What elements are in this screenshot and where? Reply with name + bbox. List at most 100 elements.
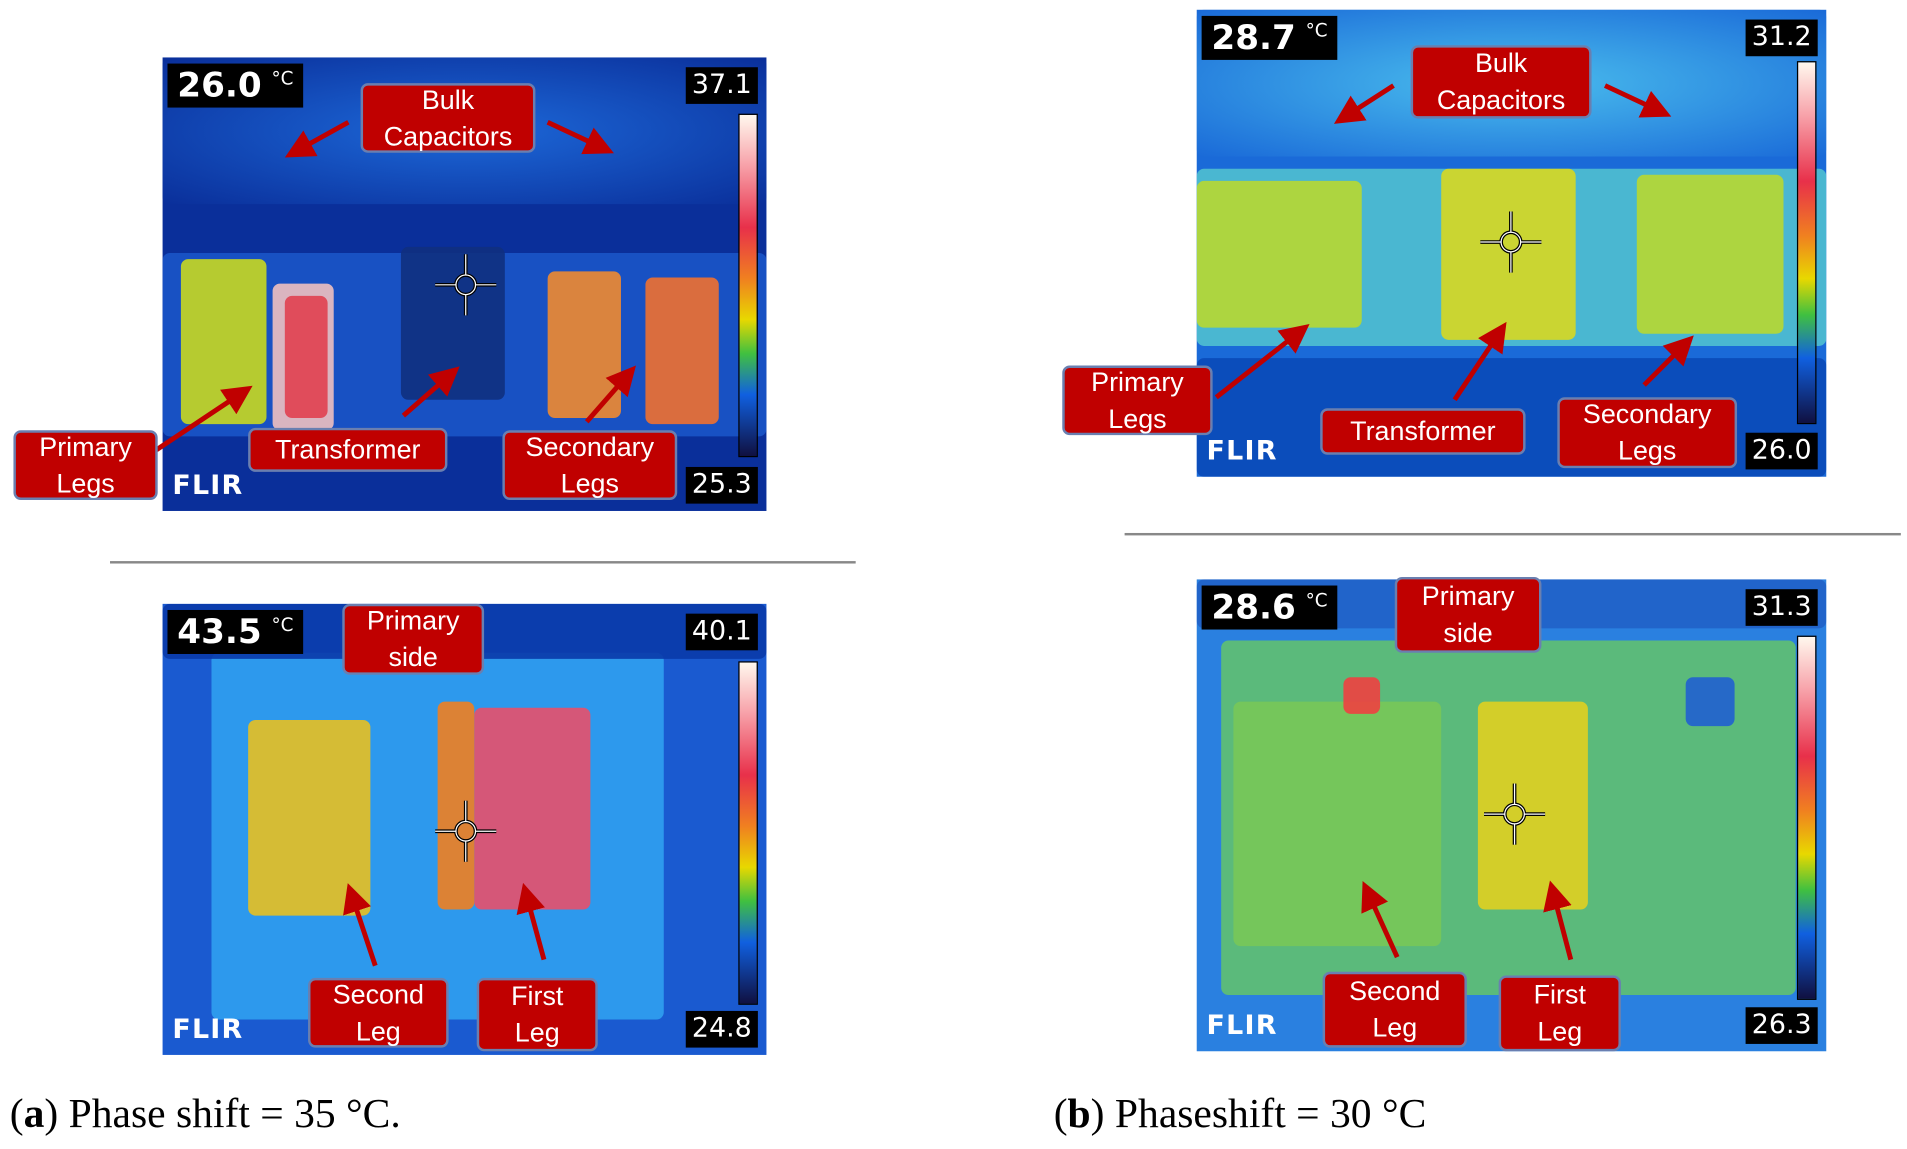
arrow [546, 120, 614, 155]
callout-text: Secondary [1582, 398, 1712, 430]
spot-value: 43.5 [177, 611, 262, 652]
callout-label: First Leg [476, 977, 598, 1052]
arrow [1603, 83, 1672, 118]
callout-text: Legs [1108, 402, 1167, 434]
callout-label: Primary Legs [1062, 365, 1213, 436]
caption-letter: a [23, 1091, 45, 1137]
arrow [401, 366, 460, 418]
spot-temperature: 26.0 °C [167, 63, 304, 108]
spot-value: 26.0 [177, 64, 262, 106]
callout-text: Transformer [275, 433, 421, 465]
callout-text: Leg [1372, 1012, 1418, 1043]
callout-label: Primary side [1394, 576, 1542, 653]
callout-label: Transformer [1320, 408, 1526, 455]
callout-text: Primary [366, 605, 460, 636]
thermal-region [1343, 677, 1381, 714]
spot-temperature: 43.5 °C [167, 609, 304, 654]
scale-max: 31.3 [1745, 589, 1818, 626]
arrow [1452, 321, 1507, 402]
callout-text: Transformer [1350, 415, 1496, 447]
separator [110, 561, 856, 564]
spot-unit: °C [271, 613, 294, 636]
arrow [1214, 324, 1310, 400]
arrow [1333, 83, 1395, 124]
thermal-region [1477, 701, 1588, 910]
caption: (a) Phase shift = 35 °C. [10, 1092, 401, 1138]
caption-prefix: ( [1053, 1091, 1068, 1137]
callout-text: Primary [39, 430, 132, 462]
callout-text: Capacitors [383, 120, 513, 151]
thermal-image: 43.5 °C 40.1 24.8 FLIR [162, 603, 767, 1055]
callout-label: Secondary Legs [502, 430, 678, 500]
spot-value: 28.7 [1211, 17, 1296, 58]
thermal-region [248, 719, 371, 916]
spot-unit: °C [1305, 19, 1328, 42]
arrow [155, 385, 253, 452]
callout-text: First [1533, 979, 1586, 1010]
thermal-region [1636, 174, 1784, 334]
color-bar [1796, 61, 1817, 425]
spot-unit: °C [271, 67, 294, 90]
callout-text: Legs [1618, 435, 1677, 466]
crosshair [1480, 211, 1542, 273]
caption-text: ) Phase shift = 35 °C. [44, 1091, 401, 1137]
color-bar [738, 113, 758, 458]
spot-unit: °C [1305, 589, 1328, 612]
brand-logo: FLIR [172, 1014, 244, 1046]
scale-max: 31.2 [1745, 19, 1818, 57]
callout-text: Leg [1537, 1015, 1583, 1047]
thermal-region [1441, 168, 1576, 340]
callout-label: Second Leg [1322, 971, 1467, 1048]
spot-value: 28.6 [1211, 586, 1296, 628]
arrow [516, 882, 547, 961]
brand-logo: FLIR [1206, 436, 1278, 467]
callout-label: Primary side [342, 603, 485, 675]
arrow [1642, 335, 1694, 387]
callout-label: Bulk Capacitors [1410, 45, 1592, 119]
scale-max: 40.1 [685, 613, 758, 651]
color-bar [1796, 635, 1817, 1000]
callout-text: First [511, 980, 564, 1011]
callout-text: Secondary [525, 430, 655, 462]
brand-logo: FLIR [1206, 1010, 1278, 1042]
crosshair [435, 254, 497, 316]
callout-label: Primary Legs [13, 430, 158, 500]
caption-letter: b [1067, 1091, 1091, 1137]
thermal-region [437, 701, 475, 910]
callout-text: Legs [56, 467, 115, 499]
scale-min: 25.3 [685, 466, 758, 504]
arrow [343, 883, 378, 967]
callout-text: Legs [560, 467, 619, 499]
separator [1124, 532, 1901, 536]
callout-label: Transformer [248, 427, 448, 472]
crosshair [1483, 783, 1546, 845]
caption-prefix: ( [9, 1091, 24, 1137]
callout-text: Bulk [1474, 47, 1528, 79]
callout-text: Primary [1421, 580, 1515, 612]
scale-min: 24.8 [685, 1010, 758, 1048]
thermal-region [474, 707, 591, 910]
scale-min: 26.0 [1745, 432, 1818, 470]
arrow [1543, 880, 1574, 961]
thermal-region [284, 295, 328, 419]
spot-temperature: 28.6 °C [1201, 585, 1338, 630]
callout-text: Leg [514, 1017, 560, 1048]
thermal-region [645, 277, 719, 425]
scale-max: 37.1 [685, 67, 758, 104]
callout-text: Leg [355, 1015, 401, 1046]
callout-label: First Leg [1498, 975, 1621, 1052]
thermal-region [1233, 701, 1442, 947]
callout-text: Second [332, 978, 424, 1010]
color-bar [738, 661, 758, 1005]
thermal-region [1196, 180, 1362, 328]
caption: (b) Phaseshift = 30 °C [1054, 1092, 1427, 1138]
callout-text: side [1443, 617, 1493, 648]
caption-text: ) Phaseshift = 30 °C [1090, 1091, 1427, 1137]
brand-logo: FLIR [172, 470, 244, 502]
callout-text: Primary [1091, 366, 1184, 397]
callout-label: Bulk Capacitors [360, 83, 536, 153]
callout-text: side [388, 641, 438, 673]
